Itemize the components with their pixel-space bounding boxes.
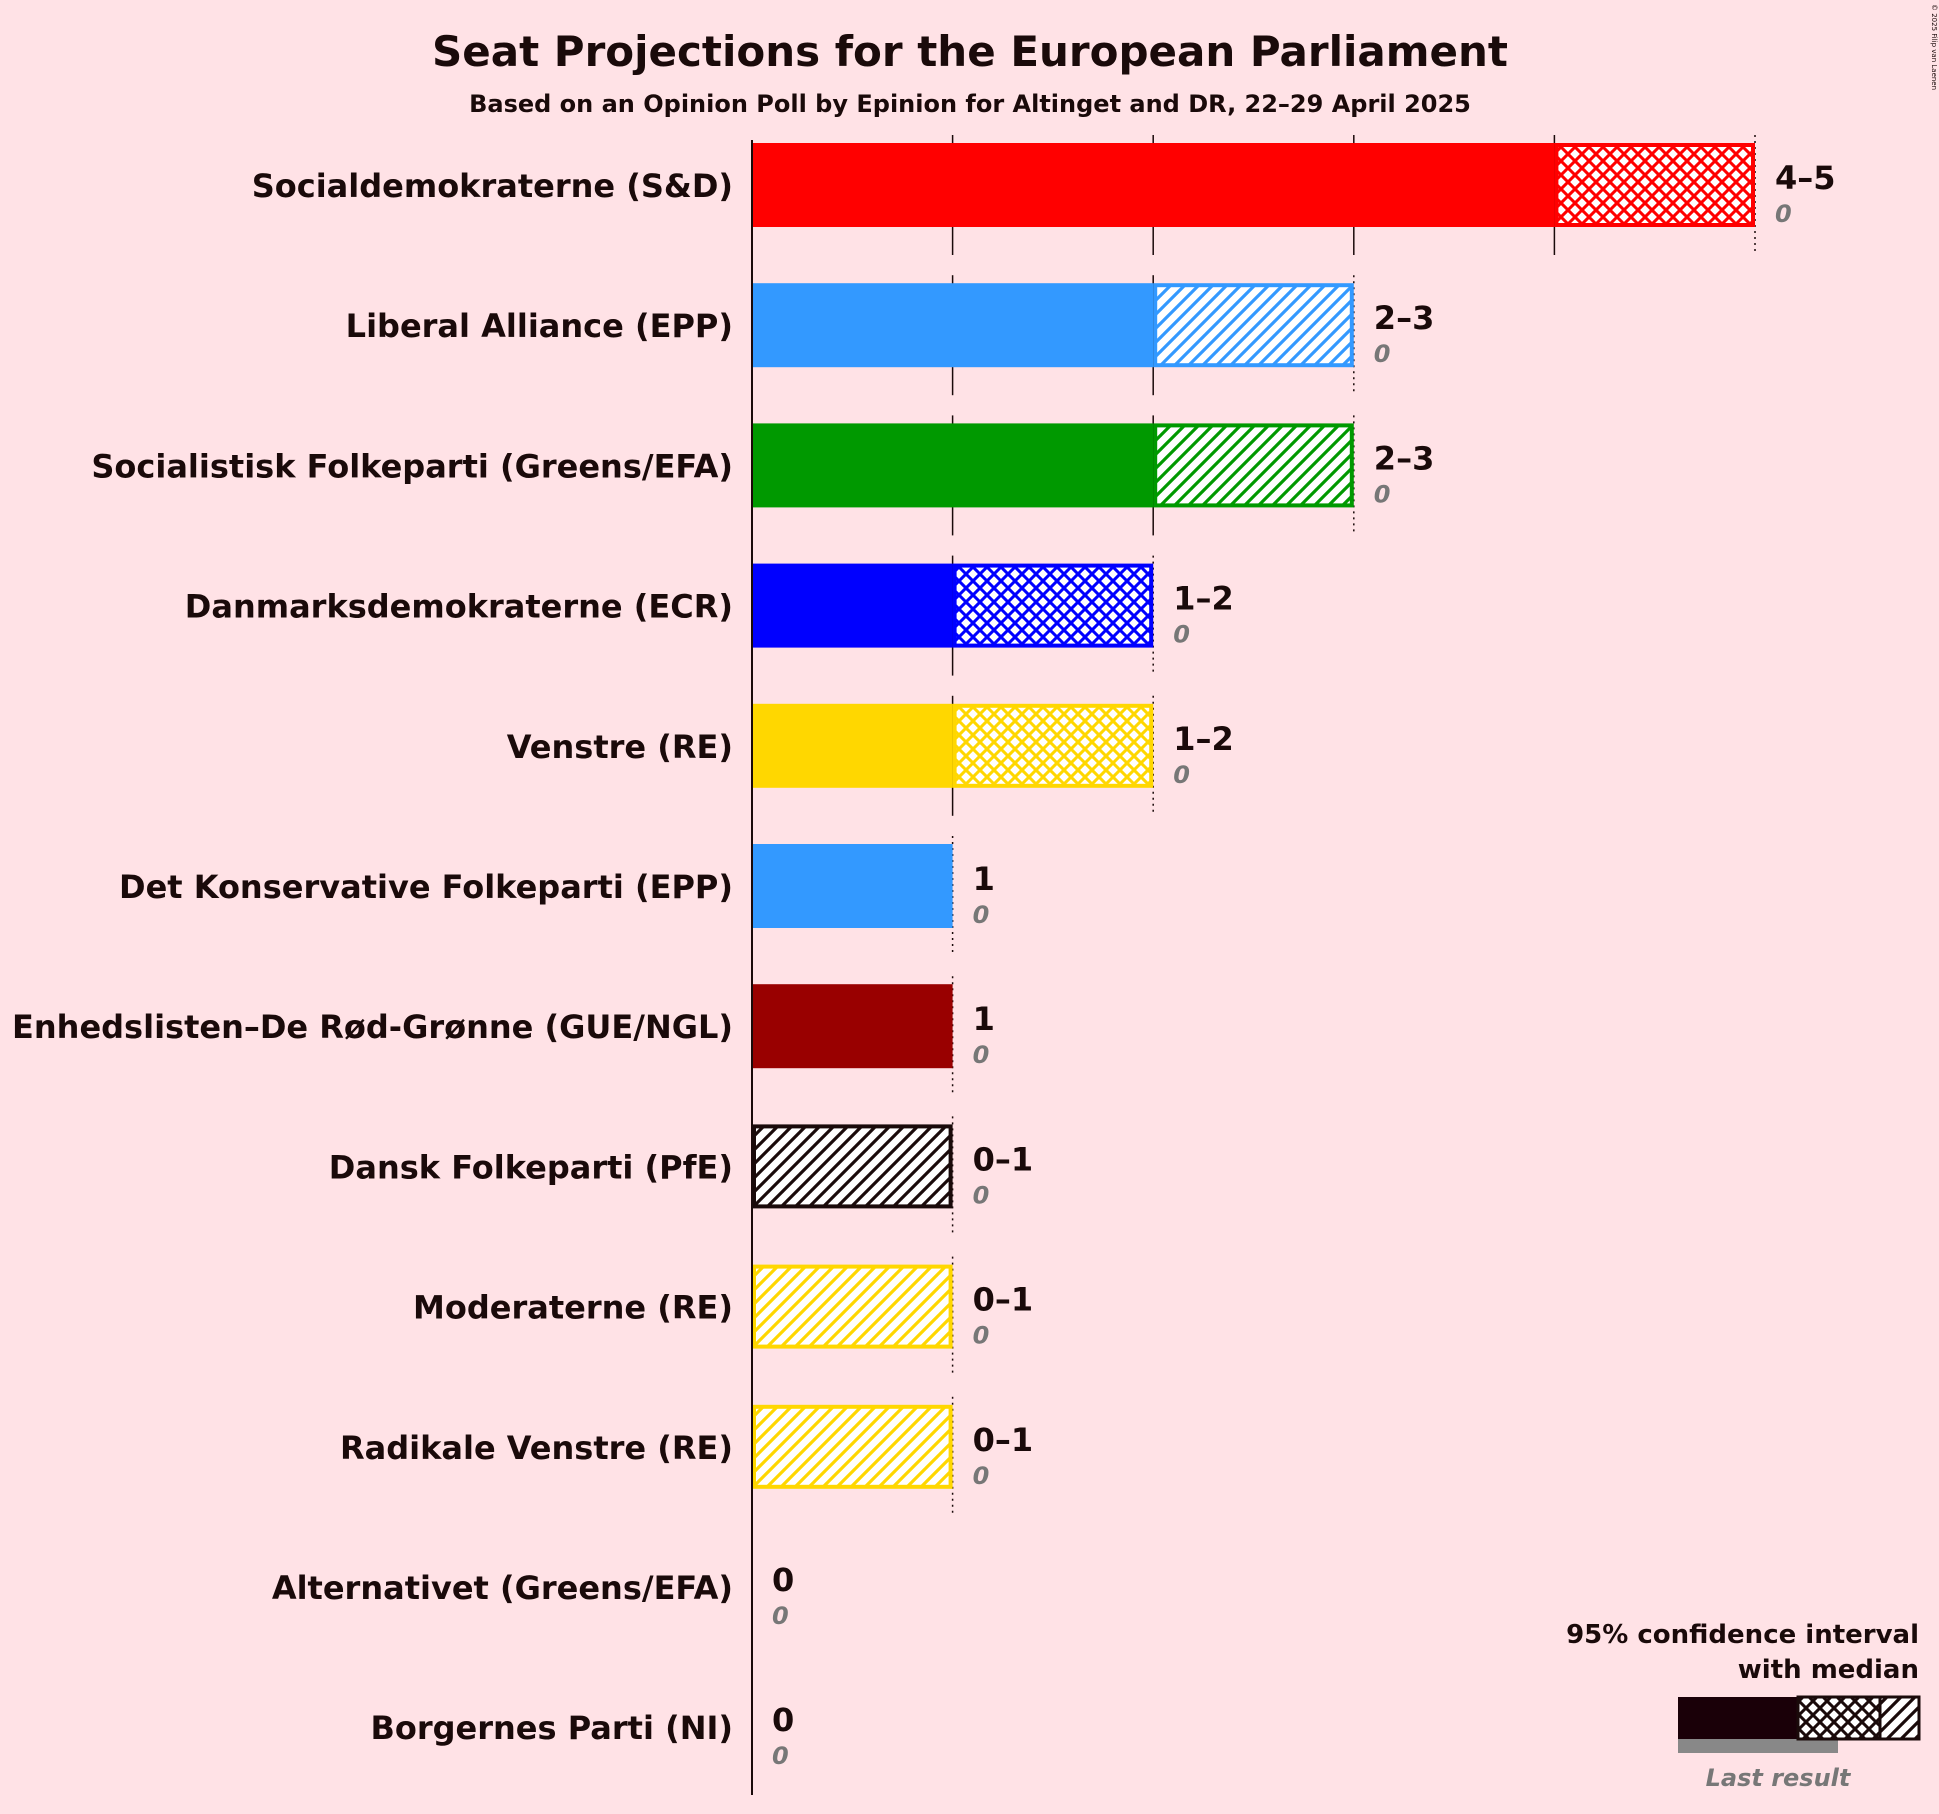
bar-interval-socialdemokraterne-s-d: [1554, 143, 1756, 227]
bar-median-socialdemokraterne-s-d: [752, 143, 1555, 227]
party-label-dansk-folkeparti-pfe: Dansk Folkeparti (PfE): [329, 1148, 733, 1186]
bar-median-venstre-re: [752, 703, 953, 788]
last-result-label-dansk-folkeparti-pfe: 0: [973, 1181, 990, 1209]
range-label-liberal-alliance-epp: 2–3: [1374, 299, 1435, 337]
range-label-moderaterne-re: 0–1: [973, 1281, 1034, 1319]
range-label-alternativet-greens-efa: 0: [772, 1561, 794, 1599]
party-label-enhedslisten-de-r-d-gr-nne-gue-ngl: Enhedslisten–De Rød-Grønne (GUE/NGL): [12, 1008, 733, 1046]
last-result-label-danmarksdemokraterne-ecr: 0: [1173, 621, 1190, 649]
party-label-liberal-alliance-epp: Liberal Alliance (EPP): [346, 307, 733, 345]
last-result-label-alternativet-greens-efa: 0: [772, 1602, 789, 1630]
bar-interval-liberal-alliance-epp: [1153, 283, 1354, 368]
range-label-enhedslisten-de-r-d-gr-nne-gue-ngl: 1: [973, 1000, 995, 1038]
range-label-borgernes-parti-ni: 0: [772, 1701, 794, 1739]
last-result-label-borgernes-parti-ni: 0: [772, 1742, 789, 1770]
bar-median-enhedslisten-de-r-d-gr-nne-gue-ngl: [752, 984, 953, 1069]
chart-title: Seat Projections for the European Parlia…: [432, 27, 1508, 76]
bar-interval-dansk-folkeparti-pfe: [752, 1124, 953, 1209]
party-label-alternativet-greens-efa: Alternativet (Greens/EFA): [272, 1569, 733, 1607]
legend-median-bar: [1678, 1697, 1798, 1739]
party-label-radikale-venstre-re: Radikale Venstre (RE): [340, 1429, 733, 1467]
last-result-label-socialdemokraterne-s-d: 0: [1775, 200, 1792, 228]
party-label-venstre-re: Venstre (RE): [507, 728, 733, 766]
chart-subtitle: Based on an Opinion Poll by Epinion for …: [469, 90, 1471, 118]
bar-interval-radikale-venstre-re: [752, 1404, 953, 1489]
range-label-det-konservative-folkeparti-epp: 1: [973, 860, 995, 898]
range-label-venstre-re: 1–2: [1173, 720, 1234, 758]
bar-interval-danmarksdemokraterne-ecr: [952, 563, 1154, 648]
bar-interval-venstre-re: [952, 703, 1154, 788]
legend: 95% confidence interval with median Last…: [1566, 1620, 1921, 1792]
legend-diag-hatch: [1878, 1695, 1921, 1741]
bar-median-socialistisk-folkeparti-greens-efa: [752, 423, 1154, 508]
party-label-socialdemokraterne-s-d: Socialdemokraterne (S&D): [252, 167, 733, 205]
bars-group: Socialdemokraterne (S&D) 4–5 0 Liberal Alli…: [12, 143, 1836, 1770]
last-result-label-enhedslisten-de-r-d-gr-nne-gue-ngl: 0: [973, 1041, 990, 1069]
range-label-radikale-venstre-re: 0–1: [973, 1421, 1034, 1459]
range-label-dansk-folkeparti-pfe: 0–1: [973, 1140, 1034, 1178]
legend-title-line1: 95% confidence interval: [1566, 1620, 1919, 1650]
party-label-moderaterne-re: Moderaterne (RE): [413, 1289, 733, 1327]
legend-last-result-label: Last result: [1706, 1764, 1852, 1792]
bar-median-danmarksdemokraterne-ecr: [752, 563, 953, 648]
party-label-danmarksdemokraterne-ecr: Danmarksdemokraterne (ECR): [185, 588, 733, 626]
party-label-borgernes-parti-ni: Borgernes Parti (NI): [370, 1709, 733, 1747]
range-label-danmarksdemokraterne-ecr: 1–2: [1173, 580, 1234, 618]
legend-title-line2: with median: [1738, 1655, 1919, 1685]
bar-median-det-konservative-folkeparti-epp: [752, 844, 953, 928]
party-label-socialistisk-folkeparti-greens-efa: Socialistisk Folkeparti (Greens/EFA): [91, 447, 733, 485]
party-label-det-konservative-folkeparti-epp: Det Konservative Folkeparti (EPP): [119, 868, 733, 906]
last-result-label-venstre-re: 0: [1173, 761, 1190, 789]
last-result-label-moderaterne-re: 0: [973, 1322, 990, 1350]
range-label-socialistisk-folkeparti-greens-efa: 2–3: [1374, 439, 1435, 477]
bar-interval-moderaterne-re: [752, 1264, 953, 1349]
legend-cross-hatch: [1796, 1695, 1882, 1741]
bar-interval-socialistisk-folkeparti-greens-efa: [1153, 423, 1354, 508]
copyright-text: © 2025 Filip van Laenen: [1930, 4, 1938, 90]
range-label-socialdemokraterne-s-d: 4–5: [1775, 159, 1836, 197]
last-result-label-liberal-alliance-epp: 0: [1374, 340, 1391, 368]
last-result-label-socialistisk-folkeparti-greens-efa: 0: [1374, 480, 1391, 508]
last-result-label-radikale-venstre-re: 0: [973, 1462, 990, 1490]
bar-median-liberal-alliance-epp: [752, 283, 1154, 368]
last-result-label-det-konservative-folkeparti-epp: 0: [973, 901, 990, 929]
